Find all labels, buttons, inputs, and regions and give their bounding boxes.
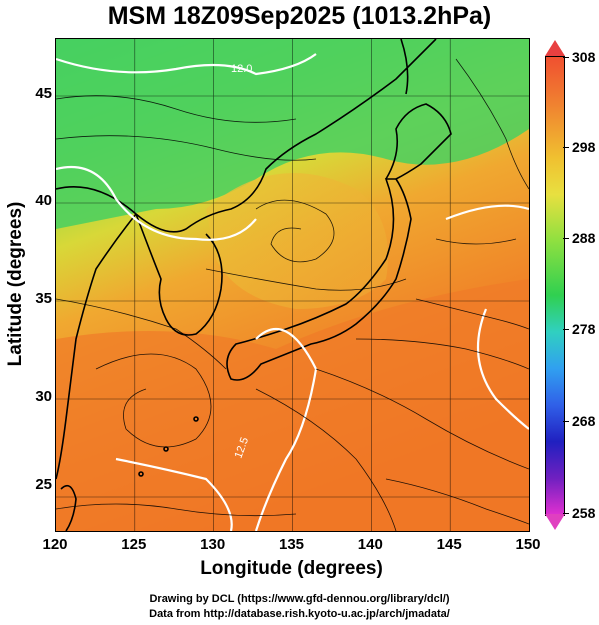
colorbar-tick-298: 298 — [572, 139, 596, 155]
colorbar-tick-258: 258 — [572, 505, 596, 521]
contour-lines — [56, 53, 529, 531]
x-tick-135: 135 — [278, 536, 305, 553]
y-tick-25: 25 — [35, 476, 52, 493]
colorbar-tick-268: 268 — [572, 413, 596, 429]
colorbar-top-arrow — [545, 40, 565, 56]
coastlines — [56, 39, 452, 531]
x-tick-150: 150 — [515, 536, 541, 553]
colorbar — [545, 56, 565, 516]
map-plot-area: 12.0 12.5 — [55, 38, 530, 532]
credit-dcl: Drawing by DCL (https://www.gfd-dennou.o… — [149, 593, 450, 605]
y-axis-label: Latitude (degrees) — [5, 201, 26, 367]
y-tick-35: 35 — [35, 290, 52, 307]
colorbar-tick-308: 308 — [572, 49, 596, 65]
streamlines — [56, 58, 529, 531]
x-tick-130: 130 — [200, 536, 226, 553]
x-tick-120: 120 — [42, 536, 68, 553]
colorbar-tick-278: 278 — [572, 321, 596, 337]
credit-data-source: Data from http://database.rish.kyoto-u.a… — [149, 608, 450, 620]
map-title: MSM 18Z09Sep2025 (1013.2hPa) — [107, 2, 492, 30]
temperature-map: 12.0 12.5 — [56, 39, 529, 531]
colorbar-tick-288: 288 — [572, 230, 596, 246]
x-tick-125: 125 — [121, 536, 147, 553]
x-tick-145: 145 — [436, 536, 462, 553]
x-tick-140: 140 — [357, 536, 383, 553]
x-axis-label: Longitude (degrees) — [200, 558, 383, 579]
y-tick-40: 40 — [35, 192, 52, 209]
y-tick-45: 45 — [35, 85, 52, 102]
sea-of-japan-region — [206, 173, 388, 309]
contour-label-1: 12.0 — [231, 63, 252, 75]
colorbar-bottom-arrow — [545, 514, 565, 530]
y-tick-30: 30 — [35, 388, 52, 405]
